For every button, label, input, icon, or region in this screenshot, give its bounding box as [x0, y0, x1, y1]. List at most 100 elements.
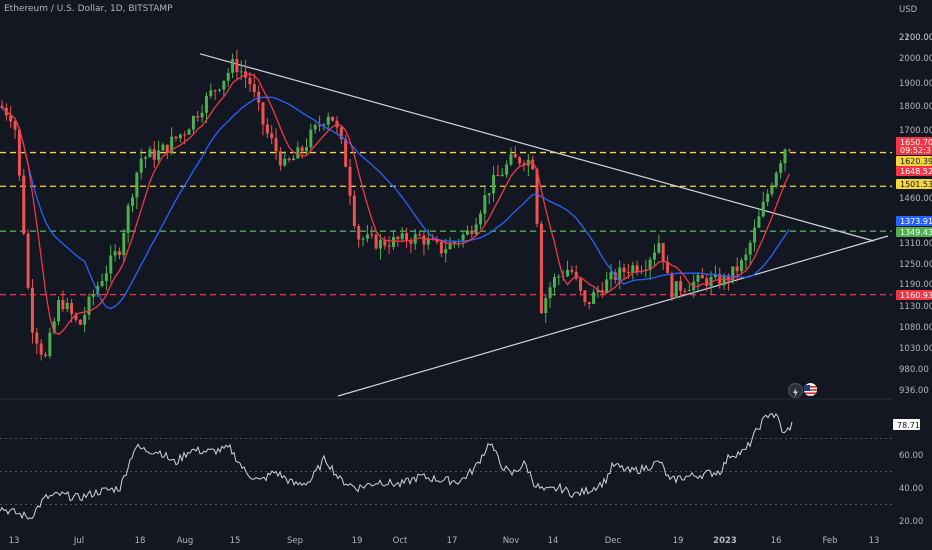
candle-body — [287, 158, 291, 161]
candle-body — [661, 243, 665, 263]
candle-body — [674, 281, 678, 298]
candle-body — [300, 147, 304, 152]
candle-body — [239, 71, 243, 73]
price-tick-label: 2100.00 — [899, 33, 932, 43]
price-tag-label: 1620.39 — [900, 157, 932, 166]
candle-body — [774, 172, 778, 187]
candle-body — [374, 234, 378, 249]
candle-body — [96, 285, 100, 295]
candle-body — [452, 241, 456, 243]
trendlines — [199, 53, 889, 397]
candle-body — [26, 233, 30, 288]
us-flag-icon[interactable] — [804, 383, 817, 396]
chart-title: Ethereum / U.S. Dollar, 1D, BITSTAMP — [4, 4, 173, 14]
candle-body — [557, 276, 561, 278]
price-tick-label: 1800.00 — [899, 102, 932, 112]
candle-body — [218, 89, 221, 91]
rsi-pane — [0, 412, 892, 520]
candle-body — [135, 172, 139, 198]
price-tag-countdown: 09:52:37 — [900, 146, 932, 155]
candle-body — [74, 313, 78, 320]
candle-body — [753, 227, 757, 243]
upper-trendline — [199, 53, 875, 242]
candle-body — [200, 112, 204, 118]
time-tick-label: 17 — [447, 536, 458, 546]
time-tick-label: 19 — [673, 536, 684, 546]
price-tick-label: 1310.00 — [899, 239, 932, 249]
time-tick-label: Aug — [177, 536, 194, 546]
candle-body — [535, 169, 539, 224]
candle-body — [44, 354, 47, 356]
candle-body — [157, 150, 161, 160]
candle-body — [496, 174, 500, 177]
candle-body — [400, 233, 404, 240]
time-tick-label: Oct — [393, 536, 408, 546]
candle-body — [396, 236, 400, 240]
candle-body — [552, 277, 556, 288]
price-tag-label: 1373.91 — [900, 217, 932, 226]
candle-body — [339, 127, 343, 140]
candle-body — [113, 251, 117, 256]
candle-body — [405, 233, 409, 242]
candle-body — [165, 144, 169, 153]
lightning-icon[interactable] — [788, 383, 803, 398]
candle-body — [579, 278, 583, 291]
candle-body — [518, 157, 522, 164]
candle-body — [783, 149, 787, 164]
candle-body — [392, 236, 395, 247]
time-tick-label: 13 — [869, 536, 880, 546]
candle-body — [17, 129, 21, 176]
candle-body — [65, 302, 69, 310]
price-tag — [896, 137, 932, 155]
candle-body — [757, 216, 761, 228]
candle-body — [735, 266, 739, 272]
candle-body — [270, 133, 274, 139]
candle-body — [461, 234, 465, 242]
candle-body — [744, 254, 748, 261]
candle-body — [574, 271, 578, 279]
candle-body — [635, 265, 639, 272]
candle-body — [700, 274, 704, 279]
candle-body — [144, 157, 148, 159]
candle-body — [22, 175, 26, 234]
candle-body — [318, 125, 322, 127]
price-tag — [896, 227, 932, 237]
candle-body — [9, 115, 13, 122]
candle-body — [487, 193, 491, 196]
candle-body — [513, 154, 517, 158]
candle-body — [131, 197, 134, 206]
price-axis-unit: USD — [899, 5, 918, 15]
candle-body — [713, 274, 717, 278]
candle-body — [570, 269, 574, 272]
candle-body — [187, 129, 191, 135]
candle-body — [178, 134, 182, 139]
candle-body — [13, 121, 17, 130]
candle-body — [770, 186, 774, 194]
candle-body — [539, 223, 543, 314]
candle-body — [91, 294, 95, 297]
time-tick-label: 15 — [230, 536, 241, 546]
candle-body — [78, 319, 82, 325]
candle-body — [479, 213, 482, 225]
time-tick-label: 14 — [548, 536, 559, 546]
price-tag — [896, 166, 932, 176]
price-tick-label: 936.00 — [899, 386, 929, 396]
price-axis: USD 2100.00 2000.00 1900.00 1800.00 1700.00 14… — [899, 5, 932, 527]
candle-body — [161, 144, 165, 151]
candle-body — [170, 136, 174, 153]
candle-body — [122, 232, 126, 256]
candle-body — [30, 287, 34, 333]
candle-body — [474, 224, 478, 235]
candle-body — [492, 174, 496, 194]
candle-body — [731, 266, 735, 281]
candle-body — [439, 241, 443, 254]
price-tick-label: 1700.00 — [899, 126, 932, 136]
candle-body — [500, 174, 504, 177]
candle-body — [592, 292, 596, 304]
candle-body — [322, 124, 326, 126]
candle-body — [683, 290, 687, 292]
candle-body — [309, 129, 313, 148]
candle-body — [104, 273, 108, 281]
candle-body — [100, 280, 104, 286]
